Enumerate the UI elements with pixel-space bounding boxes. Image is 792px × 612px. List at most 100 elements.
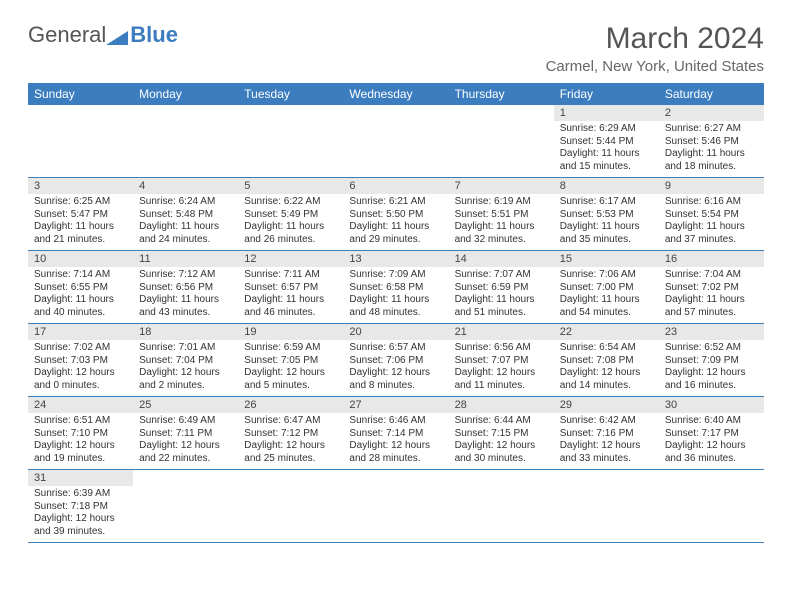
sunrise-line: Sunrise: 6:40 AM (665, 415, 758, 428)
day-number: 29 (554, 397, 659, 413)
weekday-header: Thursday (449, 83, 554, 105)
sunset-line: Sunset: 7:05 PM (244, 355, 337, 368)
sunrise-line: Sunrise: 6:57 AM (349, 342, 442, 355)
daylight-line: Daylight: 11 hours and 54 minutes. (560, 294, 653, 319)
empty-cell (659, 470, 764, 543)
empty-cell (343, 470, 448, 543)
calendar-table: SundayMondayTuesdayWednesdayThursdayFrid… (28, 83, 764, 543)
day-number: 11 (133, 251, 238, 267)
day-body: Sunrise: 6:56 AMSunset: 7:07 PMDaylight:… (449, 340, 554, 396)
logo: General Blue (28, 22, 178, 48)
day-cell: 17Sunrise: 7:02 AMSunset: 7:03 PMDayligh… (28, 324, 133, 397)
sunset-line: Sunset: 5:46 PM (665, 136, 758, 149)
sunset-line: Sunset: 7:09 PM (665, 355, 758, 368)
day-body: Sunrise: 6:46 AMSunset: 7:14 PMDaylight:… (343, 413, 448, 469)
day-number: 13 (343, 251, 448, 267)
day-cell: 7Sunrise: 6:19 AMSunset: 5:51 PMDaylight… (449, 178, 554, 251)
sunset-line: Sunset: 5:50 PM (349, 209, 442, 222)
daylight-line: Daylight: 11 hours and 35 minutes. (560, 221, 653, 246)
day-cell: 11Sunrise: 7:12 AMSunset: 6:56 PMDayligh… (133, 251, 238, 324)
empty-cell (449, 105, 554, 178)
sunset-line: Sunset: 5:51 PM (455, 209, 548, 222)
logo-blue: Blue (130, 22, 178, 48)
day-number: 4 (133, 178, 238, 194)
daylight-line: Daylight: 12 hours and 5 minutes. (244, 367, 337, 392)
day-body: Sunrise: 6:27 AMSunset: 5:46 PMDaylight:… (659, 121, 764, 177)
sunrise-line: Sunrise: 7:04 AM (665, 269, 758, 282)
sunset-line: Sunset: 7:15 PM (455, 428, 548, 441)
daylight-line: Daylight: 12 hours and 36 minutes. (665, 440, 758, 465)
day-number: 19 (238, 324, 343, 340)
sunrise-line: Sunrise: 6:16 AM (665, 196, 758, 209)
daylight-line: Daylight: 11 hours and 37 minutes. (665, 221, 758, 246)
sunset-line: Sunset: 6:55 PM (34, 282, 127, 295)
weekday-header: Tuesday (238, 83, 343, 105)
day-body: Sunrise: 6:51 AMSunset: 7:10 PMDaylight:… (28, 413, 133, 469)
day-number: 25 (133, 397, 238, 413)
day-number: 24 (28, 397, 133, 413)
day-cell: 12Sunrise: 7:11 AMSunset: 6:57 PMDayligh… (238, 251, 343, 324)
day-cell: 30Sunrise: 6:40 AMSunset: 7:17 PMDayligh… (659, 397, 764, 470)
sunrise-line: Sunrise: 7:14 AM (34, 269, 127, 282)
day-body: Sunrise: 7:04 AMSunset: 7:02 PMDaylight:… (659, 267, 764, 323)
daylight-line: Daylight: 11 hours and 21 minutes. (34, 221, 127, 246)
day-cell: 9Sunrise: 6:16 AMSunset: 5:54 PMDaylight… (659, 178, 764, 251)
day-number: 18 (133, 324, 238, 340)
day-number: 21 (449, 324, 554, 340)
weekday-header: Sunday (28, 83, 133, 105)
location: Carmel, New York, United States (546, 58, 764, 75)
daylight-line: Daylight: 11 hours and 18 minutes. (665, 148, 758, 173)
sunrise-line: Sunrise: 6:52 AM (665, 342, 758, 355)
sunset-line: Sunset: 7:08 PM (560, 355, 653, 368)
sunset-line: Sunset: 7:14 PM (349, 428, 442, 441)
sunset-line: Sunset: 5:47 PM (34, 209, 127, 222)
daylight-line: Daylight: 12 hours and 30 minutes. (455, 440, 548, 465)
day-cell: 22Sunrise: 6:54 AMSunset: 7:08 PMDayligh… (554, 324, 659, 397)
sunrise-line: Sunrise: 6:17 AM (560, 196, 653, 209)
day-cell: 25Sunrise: 6:49 AMSunset: 7:11 PMDayligh… (133, 397, 238, 470)
sunset-line: Sunset: 7:10 PM (34, 428, 127, 441)
sunset-line: Sunset: 5:54 PM (665, 209, 758, 222)
day-body: Sunrise: 6:21 AMSunset: 5:50 PMDaylight:… (343, 194, 448, 250)
day-cell: 26Sunrise: 6:47 AMSunset: 7:12 PMDayligh… (238, 397, 343, 470)
day-cell: 27Sunrise: 6:46 AMSunset: 7:14 PMDayligh… (343, 397, 448, 470)
daylight-line: Daylight: 11 hours and 43 minutes. (139, 294, 232, 319)
weekday-header: Monday (133, 83, 238, 105)
daylight-line: Daylight: 12 hours and 28 minutes. (349, 440, 442, 465)
sunrise-line: Sunrise: 7:07 AM (455, 269, 548, 282)
sunrise-line: Sunrise: 6:51 AM (34, 415, 127, 428)
day-body: Sunrise: 6:59 AMSunset: 7:05 PMDaylight:… (238, 340, 343, 396)
sunrise-line: Sunrise: 7:11 AM (244, 269, 337, 282)
logo-triangle-icon (106, 25, 128, 39)
sunset-line: Sunset: 6:58 PM (349, 282, 442, 295)
day-number: 8 (554, 178, 659, 194)
day-body: Sunrise: 6:44 AMSunset: 7:15 PMDaylight:… (449, 413, 554, 469)
day-cell: 4Sunrise: 6:24 AMSunset: 5:48 PMDaylight… (133, 178, 238, 251)
day-number: 26 (238, 397, 343, 413)
day-cell: 23Sunrise: 6:52 AMSunset: 7:09 PMDayligh… (659, 324, 764, 397)
daylight-line: Daylight: 11 hours and 26 minutes. (244, 221, 337, 246)
sunrise-line: Sunrise: 7:01 AM (139, 342, 232, 355)
daylight-line: Daylight: 12 hours and 11 minutes. (455, 367, 548, 392)
day-number: 31 (28, 470, 133, 486)
day-body: Sunrise: 7:01 AMSunset: 7:04 PMDaylight:… (133, 340, 238, 396)
sunset-line: Sunset: 6:59 PM (455, 282, 548, 295)
empty-cell (449, 470, 554, 543)
day-body: Sunrise: 6:29 AMSunset: 5:44 PMDaylight:… (554, 121, 659, 177)
day-body: Sunrise: 6:47 AMSunset: 7:12 PMDaylight:… (238, 413, 343, 469)
daylight-line: Daylight: 12 hours and 33 minutes. (560, 440, 653, 465)
sunset-line: Sunset: 7:12 PM (244, 428, 337, 441)
day-number: 6 (343, 178, 448, 194)
day-body: Sunrise: 6:54 AMSunset: 7:08 PMDaylight:… (554, 340, 659, 396)
sunrise-line: Sunrise: 6:46 AM (349, 415, 442, 428)
day-cell: 16Sunrise: 7:04 AMSunset: 7:02 PMDayligh… (659, 251, 764, 324)
sunrise-line: Sunrise: 6:54 AM (560, 342, 653, 355)
day-body: Sunrise: 6:57 AMSunset: 7:06 PMDaylight:… (343, 340, 448, 396)
day-number: 20 (343, 324, 448, 340)
day-body: Sunrise: 7:07 AMSunset: 6:59 PMDaylight:… (449, 267, 554, 323)
sunset-line: Sunset: 7:07 PM (455, 355, 548, 368)
sunset-line: Sunset: 7:02 PM (665, 282, 758, 295)
empty-cell (133, 105, 238, 178)
calendar-head: SundayMondayTuesdayWednesdayThursdayFrid… (28, 83, 764, 105)
daylight-line: Daylight: 12 hours and 22 minutes. (139, 440, 232, 465)
